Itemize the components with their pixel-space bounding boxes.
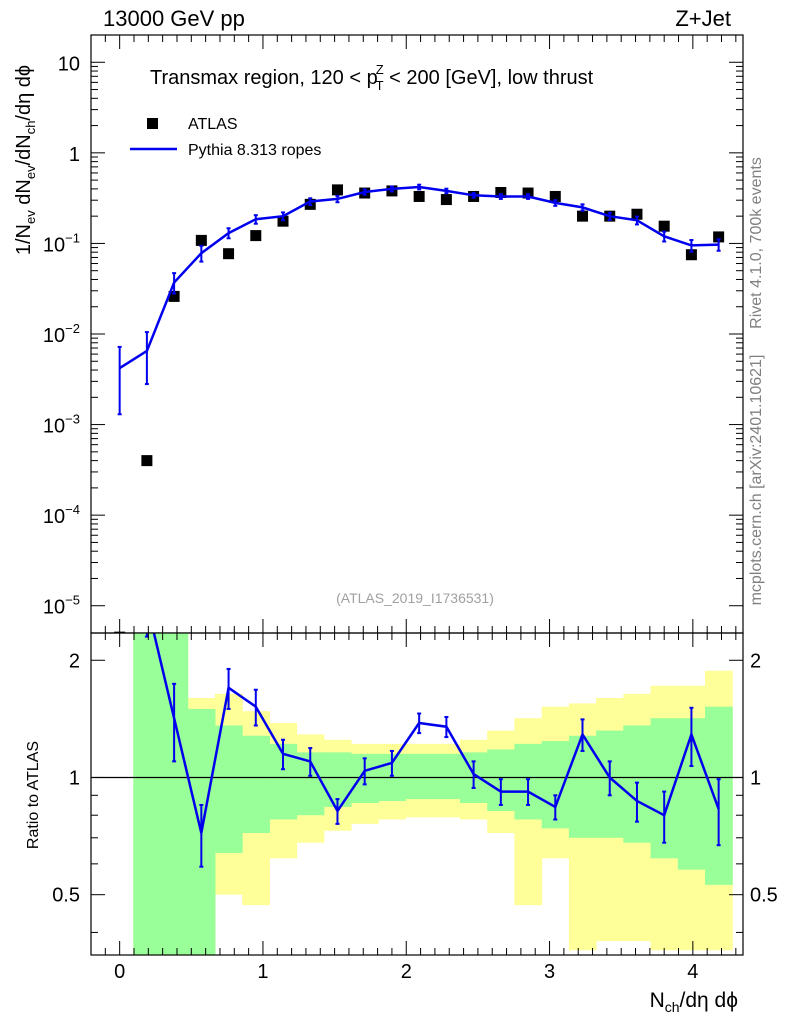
x-tick-label: 0 xyxy=(114,961,125,983)
x-tick-label: 4 xyxy=(687,961,698,983)
ratio-green-band xyxy=(133,633,161,955)
atlas-data-point xyxy=(495,186,507,198)
x-tick-label: 3 xyxy=(544,961,555,983)
main-plot-area xyxy=(114,183,725,633)
atlas-data-point xyxy=(549,190,561,202)
pythia-line xyxy=(119,185,719,370)
legend: ATLAS Pythia 8.313 ropes xyxy=(130,116,321,159)
side-label-rivet: Rivet 4.1.0, 700k events xyxy=(748,157,765,329)
ratio-ytick-label-right: 0.5 xyxy=(750,885,778,907)
ratio-green-band xyxy=(242,735,270,834)
ratio-panel: 0 1 2 3 4 2 2 1 1 0.5 0.5 Ratio to ATLAS Nch/dη dϕ xyxy=(25,632,778,1015)
main-title-sub: T xyxy=(376,78,384,93)
ratio-green-band xyxy=(568,735,597,838)
header-process-label: Z+Jet xyxy=(675,6,731,31)
ratio-ytick-label-left: 1 xyxy=(69,767,80,789)
atlas-data-point xyxy=(223,248,235,260)
ratio-green-band xyxy=(405,753,434,800)
ratio-ytick-label-left: 2 xyxy=(69,650,80,672)
atlas-data-point xyxy=(440,194,452,206)
ratio-ytick-label-right: 2 xyxy=(750,650,761,672)
main-ytick-label: 10−3 xyxy=(43,412,80,438)
ratio-green-band xyxy=(432,753,461,800)
atlas-data-point xyxy=(168,290,180,302)
main-ytick-label: 10−5 xyxy=(43,593,80,619)
main-ytick-label: 10−2 xyxy=(43,321,80,347)
ratio-plot-area xyxy=(91,633,743,955)
main-ytick-label: 10 xyxy=(58,53,80,75)
atlas-data-point xyxy=(685,249,697,261)
side-label-mcplots: mcplots.cern.ch [arXiv:2401.10621] xyxy=(748,355,765,606)
atlas-data-point xyxy=(658,220,670,232)
ratio-frame xyxy=(90,632,744,956)
legend-atlas-marker xyxy=(147,118,158,129)
ratio-green-band xyxy=(214,725,243,853)
x-axis-label: Nch/dη dϕ xyxy=(650,989,738,1015)
main-axis-ticks: 10 1 10−1 10−2 10−3 10−4 10−5 xyxy=(43,34,743,633)
main-y-axis-label: 1/Nev dNev/dNch/dη dϕ xyxy=(13,65,38,255)
main-title-post: < 200 [GeV], low thrust xyxy=(384,67,594,89)
atlas-data-point xyxy=(577,210,589,222)
atlas-data-point xyxy=(713,231,725,243)
ratio-ytick-label-right: 1 xyxy=(750,767,761,789)
legend-pythia-label: Pythia 8.313 ropes xyxy=(188,142,321,159)
atlas-data-point xyxy=(522,187,534,199)
legend-atlas-label: ATLAS xyxy=(188,116,238,133)
main-ytick-label: 10−1 xyxy=(43,230,80,256)
x-tick-label: 1 xyxy=(257,961,268,983)
main-title: Transmax region, 120 < pZ T < 200 [GeV], … xyxy=(150,62,594,93)
main-panel: 10 1 10−1 10−2 10−3 10−4 10−5 Transmax region,… xyxy=(13,34,744,634)
atlas-data-point xyxy=(331,184,343,196)
header-energy-label: 13000 GeV pp xyxy=(103,6,245,31)
main-title-sup: Z xyxy=(376,62,384,77)
main-ytick-label: 10−4 xyxy=(43,502,80,528)
ratio-pythia-line xyxy=(152,633,720,834)
main-title-pre: Transmax region, 120 < p xyxy=(150,67,378,89)
ratio-ytick-label-left: 0.5 xyxy=(52,885,80,907)
main-ytick-label: 1 xyxy=(69,144,80,166)
atlas-data-point xyxy=(141,455,153,467)
atlas-data-point xyxy=(413,190,425,202)
ratio-axis-ticks: 0 1 2 3 4 2 2 1 1 0.5 0.5 xyxy=(52,633,778,983)
atlas-data-point xyxy=(631,208,643,220)
atlas-data-point xyxy=(250,230,262,242)
x-tick-label: 2 xyxy=(401,961,412,983)
ratio-y-axis-label: Ratio to ATLAS xyxy=(25,741,42,849)
analysis-watermark: (ATLAS_2019_I1736531) xyxy=(336,590,494,606)
atlas-data-point xyxy=(195,234,207,246)
